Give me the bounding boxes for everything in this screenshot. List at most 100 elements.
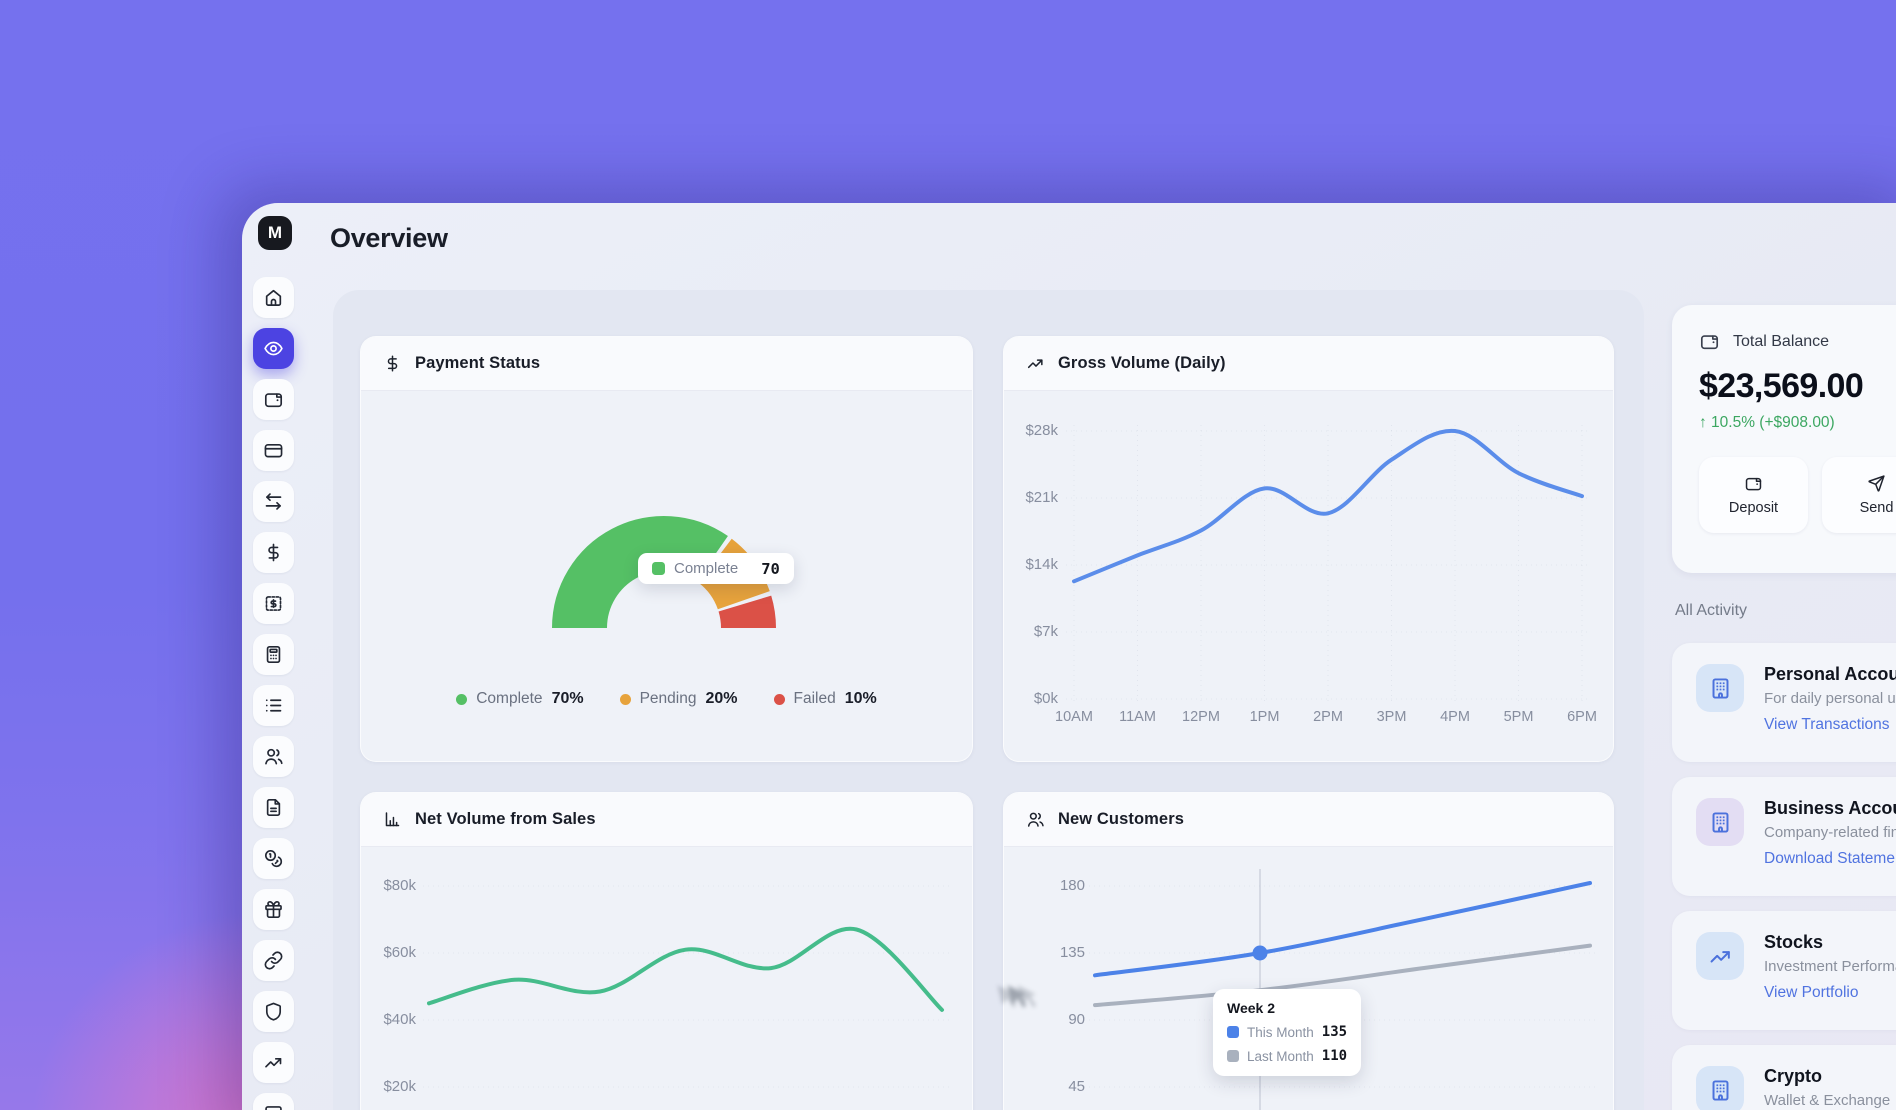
legend-item: Complete 70% [456,690,584,708]
action-label: Deposit [1728,500,1779,516]
activity-text: Personal Account For daily personal use Vi… [1764,664,1896,734]
building-icon [1708,810,1733,835]
y-axis-tick: $40k [383,1011,416,1028]
y-axis-tick: 135 [1059,944,1085,961]
y-axis-tick: $28k [1025,422,1058,439]
tooltip-swatch [1227,1050,1239,1062]
net-volume-chart[interactable] [423,867,950,1110]
tooltip-swatch [1227,1026,1239,1038]
balance-actions: Deposit Send [1699,457,1896,533]
new-customers-header: New Customers [1004,793,1613,847]
card-title: Net Volume from Sales [415,810,596,828]
x-axis-tick: 5PM [1503,709,1534,725]
arrows-left-right-icon [263,491,284,512]
sidebar-item-security[interactable] [253,991,294,1032]
deposit-button[interactable]: Deposit [1699,457,1808,533]
activity-text: Business Account Company-related finances… [1764,798,1896,868]
activity-text: Stocks Investment Performance View Portfol… [1764,932,1896,1002]
activity-item-stocks[interactable]: Stocks Investment Performance View Portfol… [1672,911,1896,1030]
gift-icon [263,899,284,920]
total-balance-amount: $23,569.00 [1699,367,1864,405]
sidebar-item-coins[interactable] [253,838,294,879]
tooltip-row: This Month 135 [1227,1024,1347,1040]
payment-status-body: Complete 70 Complete 70% Pending 20% Failed 1… [361,391,972,761]
sidebar-item-documents[interactable] [253,787,294,828]
activity-item-crypto[interactable]: Crypto Wallet & Exchange [1672,1045,1896,1110]
activity-title: Personal Account [1764,664,1896,684]
y-axis-tick: $20k [383,1078,416,1095]
app-logo[interactable]: M [258,216,292,250]
building-icon [1708,676,1733,701]
activity-text: Crypto Wallet & Exchange [1764,1066,1890,1109]
y-axis-tick: $7k [1033,623,1058,640]
building-icon [1708,1078,1733,1103]
y-axis-tick: 45 [1068,1078,1085,1095]
sidebar-item-lists[interactable] [253,685,294,726]
activity-header: All Activity [1675,602,1748,619]
sidebar-item-overview[interactable] [253,328,294,369]
activity-link[interactable]: View Portfolio [1764,984,1859,1001]
gauge-legend: Complete 70% Pending 20% Failed 10% [361,690,972,708]
activity-title: Crypto [1764,1066,1822,1086]
y-axis-tick: $0k [1033,690,1058,707]
x-axis-tick: 4PM [1440,709,1470,725]
sidebar-item-payments[interactable] [253,532,294,573]
sidebar-item-wallet[interactable] [253,379,294,420]
y-axis-tick: 180 [1059,877,1085,894]
total-balance-card: Total Balance $23,569.00 ↑ 10.5% (+$908.… [1672,305,1896,573]
tooltip-series-label: This Month [1247,1024,1314,1040]
x-axis-tick: 12PM [1182,709,1220,725]
activity-link[interactable]: Download Statement [1764,850,1896,867]
x-axis: 10AM 11AM 12PM 1PM 2PM 3PM 4PM 5PM 6PM [1004,709,1613,729]
home-icon [263,287,284,308]
tooltip-label: Complete [674,560,739,577]
activity-list: Personal Account For daily personal use Vi… [1672,643,1896,1110]
gross-volume-chart[interactable] [1066,409,1590,709]
activity-link[interactable]: View Transactions [1764,716,1890,733]
card-title: Gross Volume (Daily) [1058,354,1226,372]
activity-item-business-account[interactable]: Business Account Company-related finances… [1672,777,1896,896]
chart-tooltip: Week 2 This Month 135 Last Month 110 [1213,989,1362,1076]
activity-subtitle: For daily personal use [1764,690,1896,707]
card-title: New Customers [1058,810,1185,828]
action-label: Send [1859,500,1894,516]
receipt-dollar-icon [263,593,284,614]
y-axis: 180 135 90 45 [1024,847,1085,1110]
users-icon [1026,810,1045,829]
send-icon [1867,474,1886,493]
card-title: Payment Status [415,354,541,372]
trending-up-icon [1708,944,1733,969]
sidebar-item-customers[interactable] [253,736,294,777]
sidebar [253,277,294,1110]
wallet-icon [263,389,284,410]
sidebar-item-cards[interactable] [253,430,294,471]
legend-value: 20% [705,690,738,707]
activity-item-personal-account[interactable]: Personal Account For daily personal use Vi… [1672,643,1896,762]
sidebar-item-transfers[interactable] [253,481,294,522]
wallet-icon [1744,474,1763,493]
eye-icon [263,338,284,359]
y-axis: $28k $21k $14k $7k $0k [1012,391,1058,761]
main-panel: Payment Status Complete 70 Complete 70% Pe… [333,290,1644,1110]
sidebar-item-devices[interactable] [253,1093,294,1110]
app-window: M Overview Payment Status Complete 70 Co… [242,203,1896,1110]
dollar-icon [383,354,402,373]
app-logo-letter: M [267,223,283,242]
send-button[interactable]: Send [1822,457,1896,533]
net-volume-body: $80k $60k $40k $20k [361,847,972,1110]
sidebar-item-invoices[interactable] [253,583,294,624]
x-axis-tick: 11AM [1119,709,1156,725]
sidebar-item-home[interactable] [253,277,294,318]
legend-swatch [456,693,468,705]
legend-item: Pending 20% [619,690,738,708]
activity-icon-tile [1696,932,1744,980]
net-volume-card: Net Volume from Sales $80k $60k $40k $20k [360,792,973,1110]
x-axis-tick: 6PM [1567,709,1597,725]
x-axis-tick: 2PM [1313,709,1343,725]
sidebar-item-rewards[interactable] [253,889,294,930]
sidebar-item-links[interactable] [253,940,294,981]
sidebar-item-calculator[interactable] [253,634,294,675]
sidebar-item-analytics[interactable] [253,1042,294,1083]
payment-status-header: Payment Status [361,337,972,391]
